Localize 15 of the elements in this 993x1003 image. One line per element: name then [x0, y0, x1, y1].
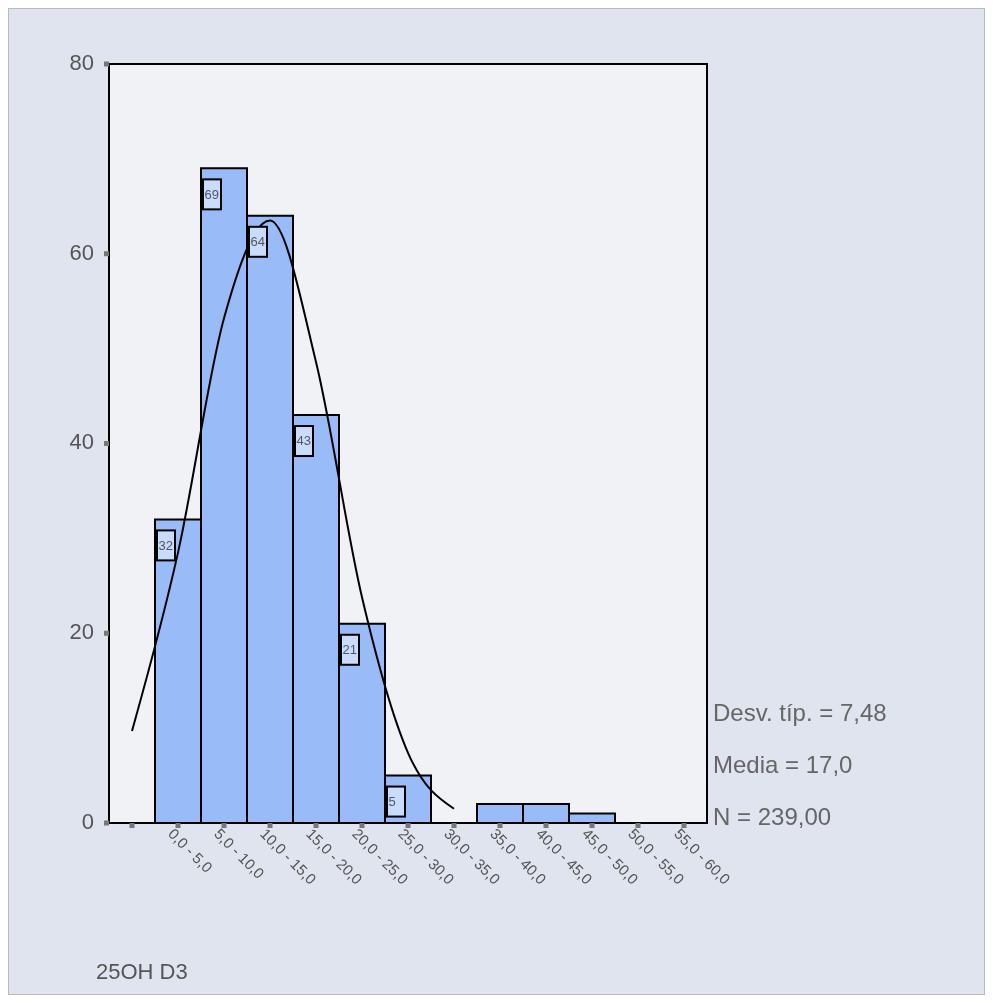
data-label: 43	[296, 433, 311, 449]
y-tick-label: 60	[69, 239, 94, 265]
data-label: 69	[204, 186, 219, 202]
x-axis-title: 25OH D3	[96, 959, 188, 985]
text: Desv. típ. = 7,48	[713, 698, 887, 728]
text: N = 239,00	[713, 802, 833, 832]
y-tick-label: 40	[69, 429, 94, 455]
y-tick-label: 0	[81, 808, 94, 834]
data-label: 32	[158, 537, 173, 553]
data-label: 5	[388, 794, 396, 809]
text: Media = 17,0	[713, 750, 854, 780]
y-tick-label: 80	[69, 49, 94, 75]
y-tick-label: 20	[69, 619, 94, 645]
data-label: 21	[342, 642, 357, 658]
data-label: 64	[250, 234, 265, 250]
